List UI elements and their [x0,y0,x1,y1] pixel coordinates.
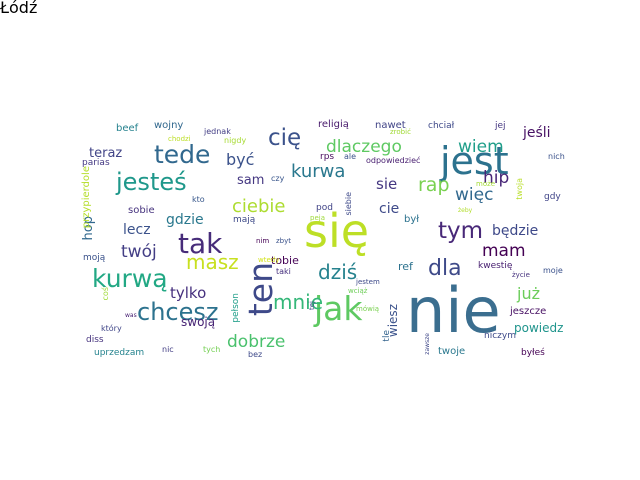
word: jeśli [523,125,551,141]
word: wciąż [348,287,368,295]
word: niczym [484,331,516,341]
word: gdzie [166,212,204,228]
word: być [226,150,255,169]
word: tak [178,227,223,260]
word: dla [428,256,462,281]
word: swoją [181,315,216,329]
word: sam [237,173,265,188]
word: ciebie [232,196,286,217]
word: lecz [123,222,151,238]
word: powiedz [514,321,564,335]
word: nic [162,345,174,354]
word: rap [418,174,450,196]
word: jestem [356,278,380,286]
word: dobrze [227,332,286,352]
word: tym [438,218,484,244]
word: zbyt [276,237,292,245]
word: dlaczego [326,137,402,157]
word: Łódź [0,0,38,17]
word: wojny [154,120,184,131]
word: będzie [492,223,539,239]
word: taki [276,267,291,276]
word: mnie [273,290,324,314]
word: żeby [458,207,473,214]
word: nich [548,152,565,161]
word: uprzedzam [94,348,145,358]
word: cię [268,125,302,151]
word: może [476,180,496,188]
word: ale [344,152,357,161]
word: twoja [515,178,524,200]
word: rps [320,152,335,162]
word: kto [192,195,205,204]
word: kurwą [92,264,168,293]
word: religią [318,119,349,130]
word: cie [379,201,400,217]
word: chodzi [168,135,191,143]
word: moją [83,253,106,263]
word: hip [483,168,510,188]
word: nawet [375,120,406,131]
word: jak [314,289,363,328]
word: siebie [344,192,353,216]
word: jednak [204,127,231,136]
word: pełson [231,293,241,323]
word: kurwa [291,161,346,182]
word: twoje [438,346,466,357]
word: kwestię [478,261,513,271]
word: jest [440,139,509,183]
word: jesteś [116,168,187,196]
word: czy [271,174,285,183]
word: byłeś [521,348,545,358]
word: tede [154,140,211,169]
word: był [404,214,420,225]
word: pod [316,203,333,213]
word: mam [482,241,526,261]
word: tobie [271,254,299,267]
word: odpowiedzieć [366,156,421,165]
word: nigdy [224,136,247,145]
word: beef [116,123,139,134]
word: diss [86,335,104,345]
word: wiem [458,137,504,157]
word: nie [406,274,501,347]
word: tej [308,301,316,310]
word: zrobić [390,128,411,136]
word: dziś [318,260,358,284]
word: jej [495,121,506,131]
word: tle [382,330,392,342]
word: wtedy [258,256,280,264]
word: tych [203,345,221,354]
word: więc [455,185,494,205]
word: twój [121,242,157,262]
word: mają [233,215,256,225]
word: mówią [356,305,380,313]
word: się [304,204,370,258]
word: teraz [89,146,123,161]
word: peja [310,214,325,222]
word: jeszcze [510,306,547,317]
word: który [101,324,122,333]
word: nim [256,237,270,245]
word: was [125,312,137,319]
word: życie [512,271,530,279]
word: moje [543,266,563,275]
word: coś [101,287,110,301]
word: ref [398,260,413,273]
word: zawsze [424,333,431,355]
word: przypierdole [81,166,92,229]
word: już [517,284,540,303]
word: sie [376,175,398,193]
word: chciał [428,121,455,131]
word: parias [82,158,110,168]
word: sobie [128,205,155,216]
word: bez [248,350,263,359]
word: tylko [170,284,207,302]
word: masz [186,250,239,274]
word: gdy [544,192,561,202]
word: chcesz [137,298,219,326]
